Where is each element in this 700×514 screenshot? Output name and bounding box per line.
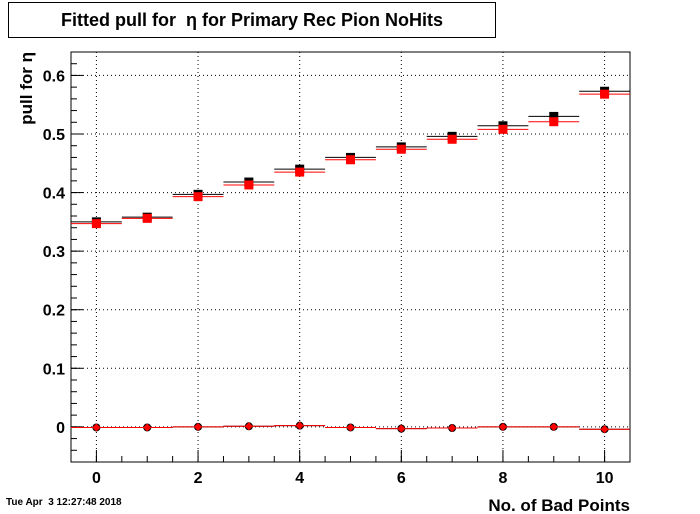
- data-point: [600, 89, 610, 99]
- data-point: [447, 134, 457, 144]
- x-tick-label: 6: [397, 470, 406, 487]
- y-tick-label: 0.2: [43, 303, 65, 320]
- chart-title: Fitted pull for η for Primary Rec Pion N…: [60, 9, 444, 30]
- data-point: [549, 111, 559, 121]
- data-point: [346, 423, 355, 432]
- data-point: [498, 124, 508, 134]
- data-point: [346, 155, 355, 165]
- y-tick-label: 0.5: [43, 127, 65, 144]
- data-point: [193, 192, 203, 202]
- data-point: [244, 422, 253, 431]
- data-point: [194, 422, 203, 431]
- data-point: [295, 421, 304, 430]
- y-tick-label: 0.6: [43, 68, 65, 85]
- x-tick-label: 0: [92, 470, 101, 487]
- x-tick-label: 2: [194, 470, 203, 487]
- chart-title-box: Fitted pull for η for Primary Rec Pion N…: [8, 2, 496, 38]
- data-point: [244, 180, 254, 190]
- x-tick-label: 4: [295, 470, 304, 487]
- y-tick-label: 0: [56, 420, 65, 437]
- y-tick-label: 0.1: [43, 361, 65, 378]
- x-tick-label: 10: [596, 470, 614, 487]
- data-point: [600, 425, 609, 434]
- data-point: [549, 117, 559, 127]
- data-point: [498, 422, 507, 431]
- y-axis-label: pull for η: [17, 52, 36, 125]
- plot-frame: [70, 51, 631, 463]
- data-point: [396, 144, 406, 154]
- data-point: [549, 422, 558, 431]
- y-tick-label: 0.4: [43, 186, 65, 203]
- timestamp: Tue Apr 3 12:27:48 2018: [6, 497, 122, 508]
- x-tick-label: 8: [499, 470, 508, 487]
- data-point: [397, 424, 406, 433]
- series-3: [71, 421, 630, 434]
- x-axis-label: No. of Bad Points: [488, 496, 630, 514]
- data-point: [142, 213, 152, 223]
- y-tick-label: 0.3: [43, 244, 65, 261]
- data-point: [91, 219, 101, 229]
- data-point: [448, 424, 457, 433]
- data-point: [92, 423, 101, 432]
- data-point: [143, 423, 152, 432]
- series-1: [71, 89, 630, 229]
- data-point: [295, 167, 305, 177]
